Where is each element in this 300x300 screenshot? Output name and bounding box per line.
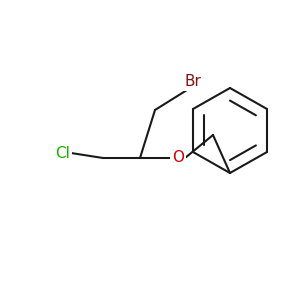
- Text: O: O: [172, 151, 184, 166]
- Text: Br: Br: [185, 74, 202, 89]
- Text: Cl: Cl: [55, 146, 70, 160]
